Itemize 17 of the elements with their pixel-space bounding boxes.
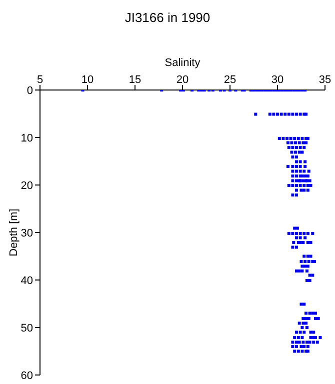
y-tick-label: 20	[20, 180, 33, 192]
y-axis-title: Depth [m]	[8, 208, 20, 256]
y-tick-label: 40	[20, 274, 33, 287]
x-tick-label: 25	[224, 74, 236, 86]
x-tick-label: 5	[36, 74, 44, 86]
y-tick-label: 10	[20, 132, 33, 144]
x-tick-label: 35	[318, 74, 332, 86]
chart-title: JI3166 in 1990	[124, 10, 212, 25]
x-axis-title: Salinity	[164, 56, 201, 69]
y-tick-label: 50	[20, 322, 33, 334]
x-tick-label: 10	[81, 74, 94, 86]
y-tick-label: 0	[26, 84, 33, 97]
x-tick-label: 30	[271, 74, 284, 86]
x-tick-label: 20	[176, 74, 189, 86]
y-tick-label: 30	[20, 227, 33, 240]
x-tick-label: 15	[128, 74, 142, 86]
y-tick-label: 60	[20, 370, 33, 382]
